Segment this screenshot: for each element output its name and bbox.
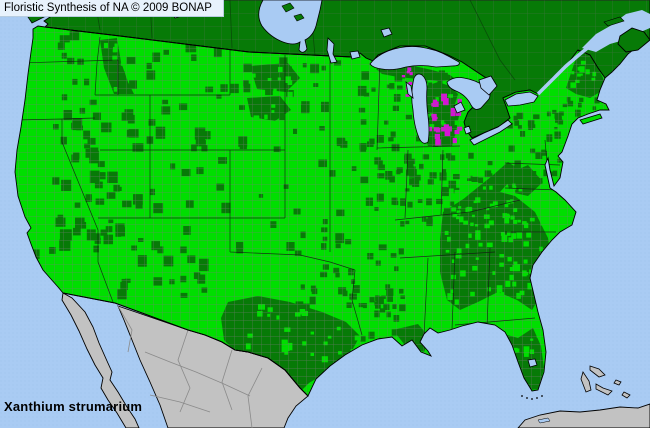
georgian-bay — [478, 75, 498, 96]
gulf-of-st-lawrence — [582, 10, 650, 52]
bahamas-islands — [580, 365, 631, 399]
lake-ontario — [504, 91, 539, 107]
cuba-bay — [537, 417, 551, 424]
lakes — [171, 0, 650, 368]
us-mexico-border — [62, 292, 309, 397]
lake-winnipeg — [326, 37, 338, 64]
hudson-bay — [258, 0, 323, 53]
lake-huron — [446, 77, 491, 110]
mexico-state-borders — [117, 305, 263, 428]
lake-of-the-woods — [349, 50, 361, 60]
green-bay — [405, 81, 414, 99]
lake-st-clair — [463, 125, 472, 135]
lake-michigan — [411, 73, 430, 144]
florida-keys — [521, 395, 543, 400]
long-island — [579, 113, 603, 125]
nova-scotia — [617, 27, 650, 53]
map-title: Floristic Synthesis of NA © 2009 BONAP — [0, 0, 224, 17]
lake-erie — [469, 119, 513, 146]
hudson-bay-island — [281, 2, 295, 13]
anticosti-island — [603, 16, 625, 27]
species-name: Xanthium strumarium — [4, 399, 143, 414]
state-borders — [15, 33, 561, 337]
saginaw-bay — [453, 101, 466, 114]
lake-superior — [369, 46, 460, 71]
hudson-bay-island-2 — [293, 13, 305, 22]
lake-nipigon — [380, 27, 393, 38]
lake-okeechobee — [527, 358, 538, 368]
us-canada-border — [44, 26, 353, 58]
cuba-region — [517, 403, 650, 428]
baja-california-region — [61, 292, 140, 428]
st-lawrence-river — [536, 44, 592, 96]
